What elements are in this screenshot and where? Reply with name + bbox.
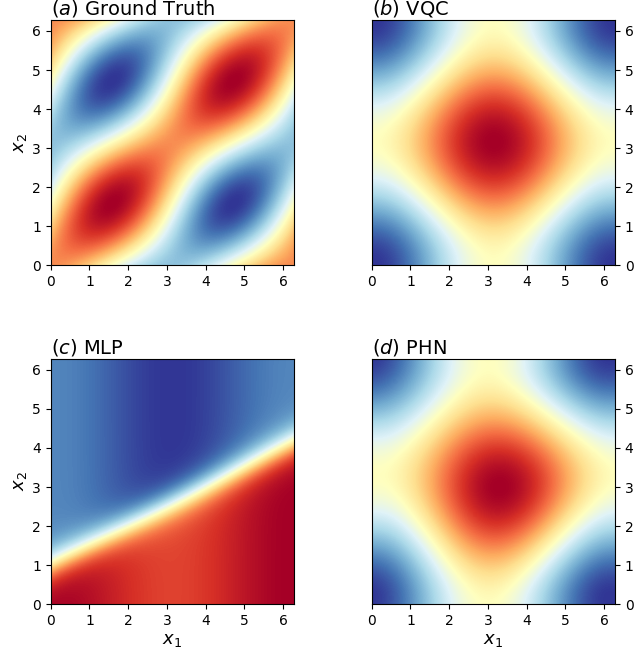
Y-axis label: $x_2$: $x_2$ [11,133,29,153]
Text: $(d)$ PHN: $(d)$ PHN [372,337,446,358]
Y-axis label: $x_2$: $x_2$ [11,471,29,491]
Text: $(a)$ Ground Truth: $(a)$ Ground Truth [51,0,215,19]
Text: $(b)$ VQC: $(b)$ VQC [372,0,449,19]
Text: $(c)$ MLP: $(c)$ MLP [51,337,124,358]
X-axis label: $x_1$: $x_1$ [483,631,503,649]
X-axis label: $x_1$: $x_1$ [162,631,183,649]
